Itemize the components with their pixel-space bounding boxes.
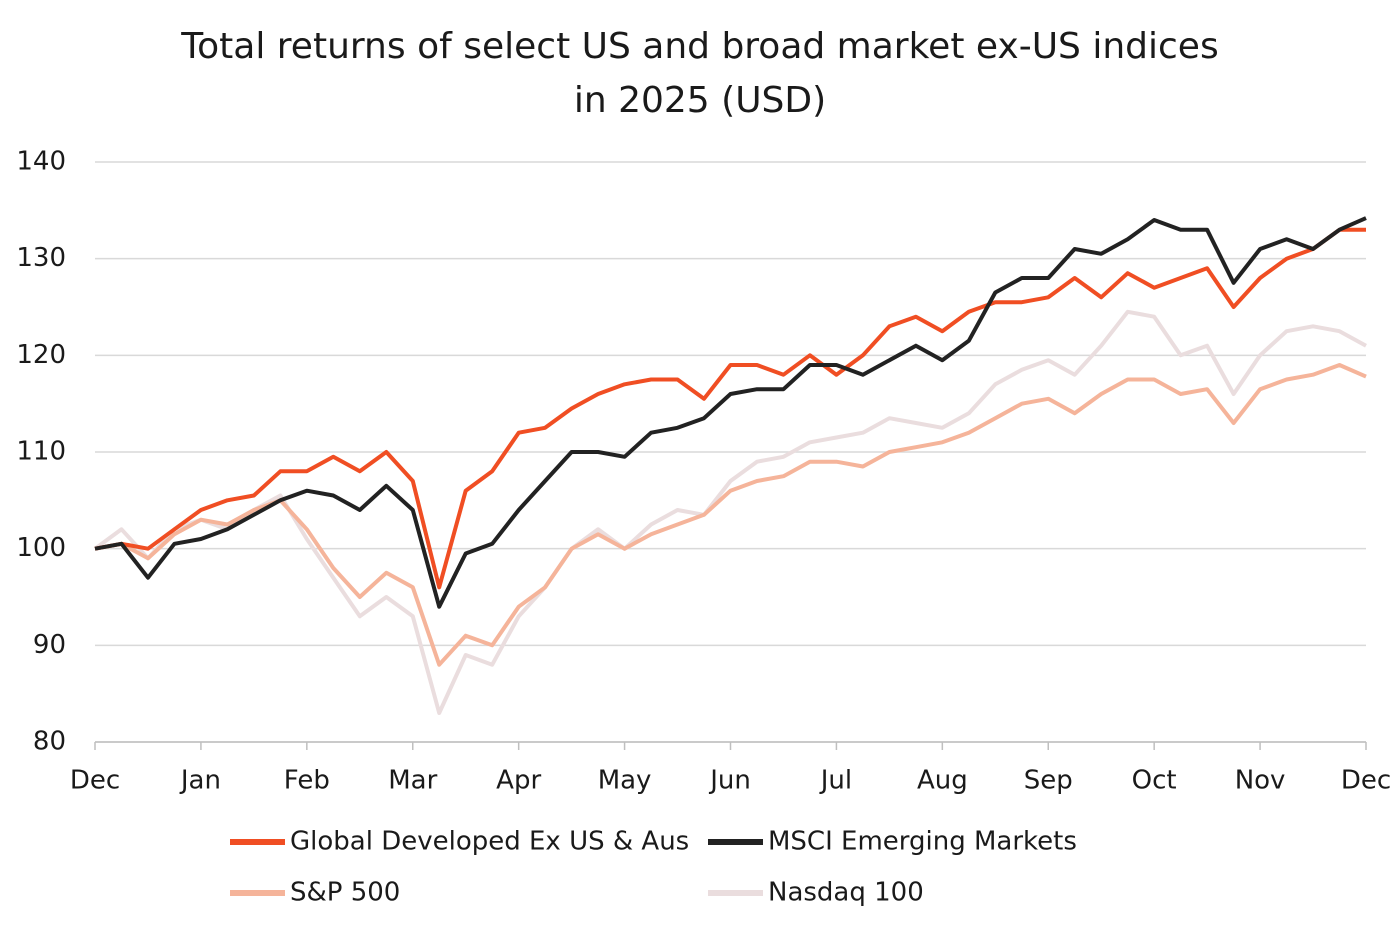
x-tick-label: Jun — [708, 766, 751, 796]
legend-label: S&P 500 — [290, 878, 400, 908]
y-tick-label: 100 — [16, 533, 66, 563]
chart-title: Total returns of select US and broad mar… — [180, 26, 1218, 67]
y-tick-label: 80 — [33, 727, 66, 757]
y-tick-label: 140 — [16, 147, 66, 177]
x-tick-label: Oct — [1132, 766, 1177, 796]
x-tick-label: Jul — [819, 766, 852, 796]
y-tick-label: 90 — [33, 630, 66, 660]
x-tick-label: Jan — [179, 766, 221, 796]
x-tick-label: Aug — [917, 766, 968, 796]
legend-label: Global Developed Ex US & Aus — [290, 827, 689, 857]
chart-title: in 2025 (USD) — [574, 80, 826, 121]
y-tick-label: 110 — [16, 437, 66, 467]
series-line — [94, 363, 1367, 667]
y-tick-label: 120 — [16, 340, 66, 370]
x-tick-label: Apr — [496, 766, 541, 796]
series-line — [93, 309, 1367, 715]
legend-label: Nasdaq 100 — [768, 878, 924, 908]
x-tick-label: Mar — [388, 766, 437, 796]
x-tick-label: Nov — [1235, 766, 1286, 796]
x-tick-label: Dec — [70, 766, 120, 796]
x-tick-label: Feb — [284, 766, 330, 796]
x-tick-label: May — [598, 766, 652, 796]
x-tick-label: Sep — [1024, 766, 1073, 796]
x-tick-label: Dec — [1341, 766, 1391, 796]
series-line — [94, 216, 1367, 609]
legend-label: MSCI Emerging Markets — [768, 827, 1077, 857]
y-tick-label: 130 — [16, 243, 66, 273]
series-line — [94, 227, 1366, 590]
